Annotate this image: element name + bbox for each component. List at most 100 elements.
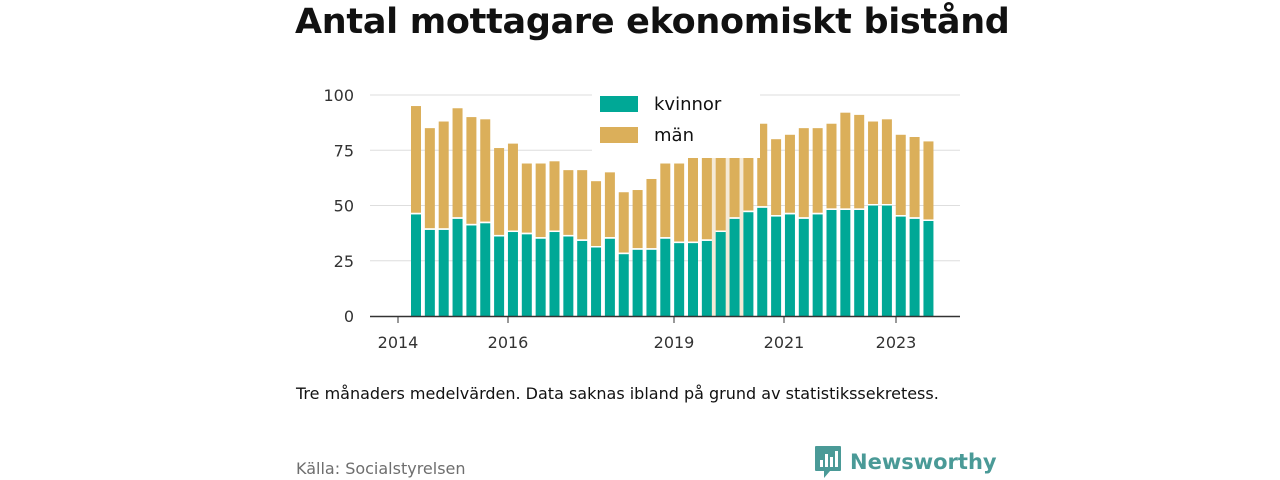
bar-kvinnor bbox=[577, 240, 588, 316]
bar-kvinnor bbox=[798, 218, 809, 316]
bar-man bbox=[840, 112, 851, 209]
bar-man bbox=[798, 128, 809, 218]
bar-kvinnor bbox=[660, 238, 671, 316]
y-tick-label-100: 100 bbox=[323, 86, 354, 105]
bar-separator bbox=[424, 228, 435, 230]
faded-bar bbox=[708, 150, 719, 316]
bar-kvinnor bbox=[840, 209, 851, 316]
bar-man bbox=[868, 121, 879, 204]
legend-label-kvinnor: kvinnor bbox=[654, 94, 722, 115]
bar-separator bbox=[868, 204, 879, 206]
bar-separator bbox=[923, 219, 934, 221]
bar-man bbox=[674, 163, 685, 242]
x-tick-label-2014: 2014 bbox=[378, 333, 419, 352]
bar-separator bbox=[798, 217, 809, 219]
x-axis-ticks: 2014 2016 2019 2021 2023 bbox=[378, 316, 917, 352]
bars bbox=[411, 106, 934, 316]
bar-separator bbox=[729, 217, 740, 219]
bar-kvinnor bbox=[521, 234, 532, 316]
bar-kvinnor bbox=[535, 238, 546, 316]
bar-man bbox=[701, 156, 712, 240]
legend-swatch-kvinnor bbox=[600, 96, 638, 112]
bar-man bbox=[452, 108, 463, 218]
bar-man bbox=[895, 134, 906, 216]
bar-separator bbox=[494, 234, 505, 237]
bar-separator bbox=[563, 234, 574, 237]
bar-kvinnor bbox=[812, 214, 823, 316]
bar-man bbox=[480, 119, 491, 222]
x-tick-label-2021: 2021 bbox=[764, 333, 805, 352]
bar-kvinnor bbox=[466, 225, 477, 316]
bar-kvinnor bbox=[923, 220, 934, 316]
bar-man bbox=[563, 170, 574, 235]
bar-man bbox=[743, 132, 754, 211]
bar-man bbox=[812, 128, 823, 213]
bar-man bbox=[646, 178, 657, 249]
bar-separator bbox=[881, 204, 892, 206]
x-tick-label-2023: 2023 bbox=[876, 333, 917, 352]
bar-man bbox=[784, 134, 795, 213]
bar-separator bbox=[674, 241, 685, 244]
bar-separator bbox=[452, 217, 463, 219]
y-axis-ticks: 0 25 50 75 100 bbox=[323, 86, 354, 326]
bar-kvinnor bbox=[784, 214, 795, 316]
bar-man bbox=[660, 163, 671, 238]
bar-separator bbox=[549, 230, 560, 233]
bar-man bbox=[923, 141, 934, 220]
bar-separator bbox=[784, 212, 795, 215]
bar-separator bbox=[646, 248, 657, 250]
bar-separator bbox=[535, 237, 546, 239]
newsworthy-chart-logo-icon bbox=[815, 446, 841, 478]
bar-separator bbox=[909, 217, 920, 219]
bar-kvinnor bbox=[438, 229, 449, 316]
y-tick-label-75: 75 bbox=[334, 141, 354, 160]
bar-man bbox=[466, 117, 477, 224]
bar-kvinnor bbox=[881, 205, 892, 316]
bar-man bbox=[729, 156, 740, 218]
brand-logo[interactable]: Newsworthy bbox=[814, 445, 997, 479]
y-tick-label-0: 0 bbox=[344, 307, 354, 326]
bar-separator bbox=[507, 230, 518, 233]
legend-swatch-man bbox=[600, 127, 638, 143]
bar-separator bbox=[757, 206, 768, 208]
bar-kvinnor bbox=[563, 236, 574, 316]
bar-separator bbox=[591, 245, 602, 248]
legend-label-man: män bbox=[654, 125, 694, 146]
bar-kvinnor bbox=[854, 209, 865, 316]
bar-separator bbox=[701, 239, 712, 241]
bar-separator bbox=[812, 212, 823, 215]
source-credit: Källa: Socialstyrelsen bbox=[296, 459, 466, 478]
bar-separator bbox=[826, 208, 837, 210]
chart-note: Tre månaders medelvärden. Data saknas ib… bbox=[296, 384, 939, 403]
bar-kvinnor bbox=[494, 236, 505, 316]
bar-separator bbox=[688, 241, 698, 244]
y-tick-label-25: 25 bbox=[334, 252, 354, 271]
bar-kvinnor bbox=[591, 247, 602, 316]
bar-man bbox=[909, 136, 920, 218]
bar-kvinnor bbox=[771, 216, 782, 316]
bar-man bbox=[688, 156, 698, 242]
bar-kvinnor bbox=[424, 229, 435, 316]
bar-kvinnor bbox=[646, 249, 657, 316]
bar-man bbox=[771, 139, 782, 216]
bar-man bbox=[424, 128, 435, 229]
bar-separator bbox=[840, 208, 851, 210]
bar-man bbox=[757, 123, 768, 207]
bar-separator bbox=[771, 215, 782, 217]
bar-man bbox=[494, 148, 505, 235]
bar-separator bbox=[480, 221, 491, 224]
bar-separator bbox=[438, 228, 449, 230]
bar-kvinnor bbox=[411, 214, 421, 316]
bar-man bbox=[507, 143, 518, 231]
bar-man bbox=[591, 181, 602, 246]
stacked-bar-chart: 2014 2016 2019 2021 2023 0 25 50 75 100 kvinnor … bbox=[323, 86, 960, 352]
bar-kvinnor bbox=[868, 205, 879, 316]
bar-man bbox=[854, 114, 865, 209]
bar-kvinnor bbox=[688, 243, 698, 316]
bar-kvinnor bbox=[674, 243, 685, 316]
brand-name: Newsworthy bbox=[850, 450, 997, 474]
bar-separator bbox=[743, 210, 754, 213]
bar-separator bbox=[604, 237, 615, 239]
faded-bar bbox=[722, 141, 733, 316]
bar-kvinnor bbox=[701, 240, 712, 316]
